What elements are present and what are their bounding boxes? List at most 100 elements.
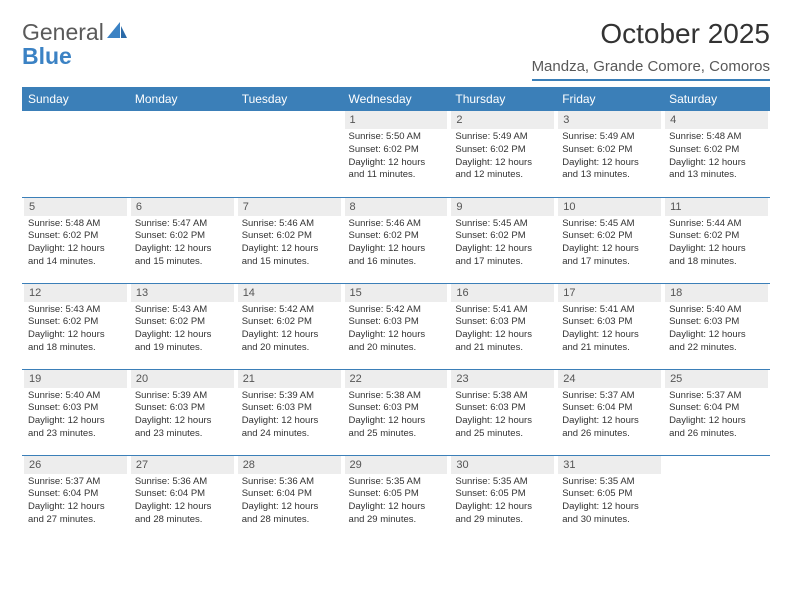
logo-sail-icon: [106, 20, 128, 40]
day-cell: 26Sunrise: 5:37 AMSunset: 6:04 PMDayligh…: [22, 455, 129, 541]
day-header: Monday: [129, 87, 236, 111]
day-cell: 22Sunrise: 5:38 AMSunset: 6:03 PMDayligh…: [343, 369, 450, 455]
day-cell: 9Sunrise: 5:45 AMSunset: 6:02 PMDaylight…: [449, 197, 556, 283]
day-cell: 7Sunrise: 5:46 AMSunset: 6:02 PMDaylight…: [236, 197, 343, 283]
day-info: Sunrise: 5:50 AMSunset: 6:02 PMDaylight:…: [345, 129, 448, 182]
empty-day: [236, 111, 343, 197]
day-info: Sunrise: 5:37 AMSunset: 6:04 PMDaylight:…: [558, 388, 661, 441]
day-cell: 31Sunrise: 5:35 AMSunset: 6:05 PMDayligh…: [556, 455, 663, 541]
day-number: 23: [451, 370, 554, 388]
day-number: 18: [665, 284, 768, 302]
day-number: 5: [24, 198, 127, 216]
calendar-table: SundayMondayTuesdayWednesdayThursdayFrid…: [22, 87, 770, 541]
day-number: 12: [24, 284, 127, 302]
day-info: Sunrise: 5:38 AMSunset: 6:03 PMDaylight:…: [451, 388, 554, 441]
empty-day: [22, 111, 129, 197]
day-cell: 10Sunrise: 5:45 AMSunset: 6:02 PMDayligh…: [556, 197, 663, 283]
day-info: Sunrise: 5:37 AMSunset: 6:04 PMDaylight:…: [24, 474, 127, 527]
day-number: 10: [558, 198, 661, 216]
empty-day: [129, 111, 236, 197]
week-row: 19Sunrise: 5:40 AMSunset: 6:03 PMDayligh…: [22, 369, 770, 455]
day-info: Sunrise: 5:37 AMSunset: 6:04 PMDaylight:…: [665, 388, 768, 441]
day-info: Sunrise: 5:46 AMSunset: 6:02 PMDaylight:…: [345, 216, 448, 269]
day-cell: 11Sunrise: 5:44 AMSunset: 6:02 PMDayligh…: [663, 197, 770, 283]
day-cell: 13Sunrise: 5:43 AMSunset: 6:02 PMDayligh…: [129, 283, 236, 369]
day-info: Sunrise: 5:49 AMSunset: 6:02 PMDaylight:…: [451, 129, 554, 182]
day-cell: 16Sunrise: 5:41 AMSunset: 6:03 PMDayligh…: [449, 283, 556, 369]
day-cell: 21Sunrise: 5:39 AMSunset: 6:03 PMDayligh…: [236, 369, 343, 455]
day-number: 29: [345, 456, 448, 474]
week-row: 1Sunrise: 5:50 AMSunset: 6:02 PMDaylight…: [22, 111, 770, 197]
day-header: Sunday: [22, 87, 129, 111]
day-number: 22: [345, 370, 448, 388]
location: Mandza, Grande Comore, Comoros: [532, 58, 770, 81]
day-number: 27: [131, 456, 234, 474]
day-cell: 20Sunrise: 5:39 AMSunset: 6:03 PMDayligh…: [129, 369, 236, 455]
day-info: Sunrise: 5:42 AMSunset: 6:02 PMDaylight:…: [238, 302, 341, 355]
day-cell: 15Sunrise: 5:42 AMSunset: 6:03 PMDayligh…: [343, 283, 450, 369]
day-cell: 14Sunrise: 5:42 AMSunset: 6:02 PMDayligh…: [236, 283, 343, 369]
logo-text-blue: Blue: [22, 43, 72, 69]
day-header: Wednesday: [343, 87, 450, 111]
day-info: Sunrise: 5:41 AMSunset: 6:03 PMDaylight:…: [451, 302, 554, 355]
empty-day: [663, 455, 770, 541]
day-cell: 30Sunrise: 5:35 AMSunset: 6:05 PMDayligh…: [449, 455, 556, 541]
day-cell: 23Sunrise: 5:38 AMSunset: 6:03 PMDayligh…: [449, 369, 556, 455]
day-cell: 2Sunrise: 5:49 AMSunset: 6:02 PMDaylight…: [449, 111, 556, 197]
day-info: Sunrise: 5:42 AMSunset: 6:03 PMDaylight:…: [345, 302, 448, 355]
day-cell: 8Sunrise: 5:46 AMSunset: 6:02 PMDaylight…: [343, 197, 450, 283]
day-cell: 5Sunrise: 5:48 AMSunset: 6:02 PMDaylight…: [22, 197, 129, 283]
day-info: Sunrise: 5:40 AMSunset: 6:03 PMDaylight:…: [24, 388, 127, 441]
day-number: 8: [345, 198, 448, 216]
day-number: 7: [238, 198, 341, 216]
day-info: Sunrise: 5:45 AMSunset: 6:02 PMDaylight:…: [558, 216, 661, 269]
title-block: October 2025 Mandza, Grande Comore, Como…: [532, 18, 770, 81]
day-header: Tuesday: [236, 87, 343, 111]
day-cell: 25Sunrise: 5:37 AMSunset: 6:04 PMDayligh…: [663, 369, 770, 455]
logo-text-general: General: [22, 19, 104, 45]
day-info: Sunrise: 5:35 AMSunset: 6:05 PMDaylight:…: [558, 474, 661, 527]
day-number: 20: [131, 370, 234, 388]
day-info: Sunrise: 5:45 AMSunset: 6:02 PMDaylight:…: [451, 216, 554, 269]
day-number: 19: [24, 370, 127, 388]
day-cell: 29Sunrise: 5:35 AMSunset: 6:05 PMDayligh…: [343, 455, 450, 541]
day-number: 25: [665, 370, 768, 388]
day-info: Sunrise: 5:48 AMSunset: 6:02 PMDaylight:…: [665, 129, 768, 182]
day-number: 15: [345, 284, 448, 302]
day-cell: 19Sunrise: 5:40 AMSunset: 6:03 PMDayligh…: [22, 369, 129, 455]
week-row: 26Sunrise: 5:37 AMSunset: 6:04 PMDayligh…: [22, 455, 770, 541]
day-info: Sunrise: 5:47 AMSunset: 6:02 PMDaylight:…: [131, 216, 234, 269]
day-number: 9: [451, 198, 554, 216]
day-info: Sunrise: 5:44 AMSunset: 6:02 PMDaylight:…: [665, 216, 768, 269]
day-number: 6: [131, 198, 234, 216]
day-info: Sunrise: 5:41 AMSunset: 6:03 PMDaylight:…: [558, 302, 661, 355]
month-title: October 2025: [532, 18, 770, 50]
day-number: 1: [345, 111, 448, 129]
day-cell: 6Sunrise: 5:47 AMSunset: 6:02 PMDaylight…: [129, 197, 236, 283]
day-header-row: SundayMondayTuesdayWednesdayThursdayFrid…: [22, 87, 770, 111]
week-row: 5Sunrise: 5:48 AMSunset: 6:02 PMDaylight…: [22, 197, 770, 283]
day-number: 3: [558, 111, 661, 129]
day-cell: 24Sunrise: 5:37 AMSunset: 6:04 PMDayligh…: [556, 369, 663, 455]
day-number: 14: [238, 284, 341, 302]
day-number: 28: [238, 456, 341, 474]
day-header: Saturday: [663, 87, 770, 111]
week-row: 12Sunrise: 5:43 AMSunset: 6:02 PMDayligh…: [22, 283, 770, 369]
day-info: Sunrise: 5:40 AMSunset: 6:03 PMDaylight:…: [665, 302, 768, 355]
day-info: Sunrise: 5:35 AMSunset: 6:05 PMDaylight:…: [345, 474, 448, 527]
day-number: 21: [238, 370, 341, 388]
day-info: Sunrise: 5:35 AMSunset: 6:05 PMDaylight:…: [451, 474, 554, 527]
day-header: Thursday: [449, 87, 556, 111]
day-info: Sunrise: 5:38 AMSunset: 6:03 PMDaylight:…: [345, 388, 448, 441]
day-number: 24: [558, 370, 661, 388]
day-info: Sunrise: 5:39 AMSunset: 6:03 PMDaylight:…: [131, 388, 234, 441]
day-info: Sunrise: 5:43 AMSunset: 6:02 PMDaylight:…: [131, 302, 234, 355]
day-header: Friday: [556, 87, 663, 111]
header: General Blue October 2025 Mandza, Grande…: [22, 18, 770, 81]
day-cell: 28Sunrise: 5:36 AMSunset: 6:04 PMDayligh…: [236, 455, 343, 541]
day-number: 13: [131, 284, 234, 302]
day-cell: 17Sunrise: 5:41 AMSunset: 6:03 PMDayligh…: [556, 283, 663, 369]
day-number: 11: [665, 198, 768, 216]
day-number: 16: [451, 284, 554, 302]
day-number: 4: [665, 111, 768, 129]
